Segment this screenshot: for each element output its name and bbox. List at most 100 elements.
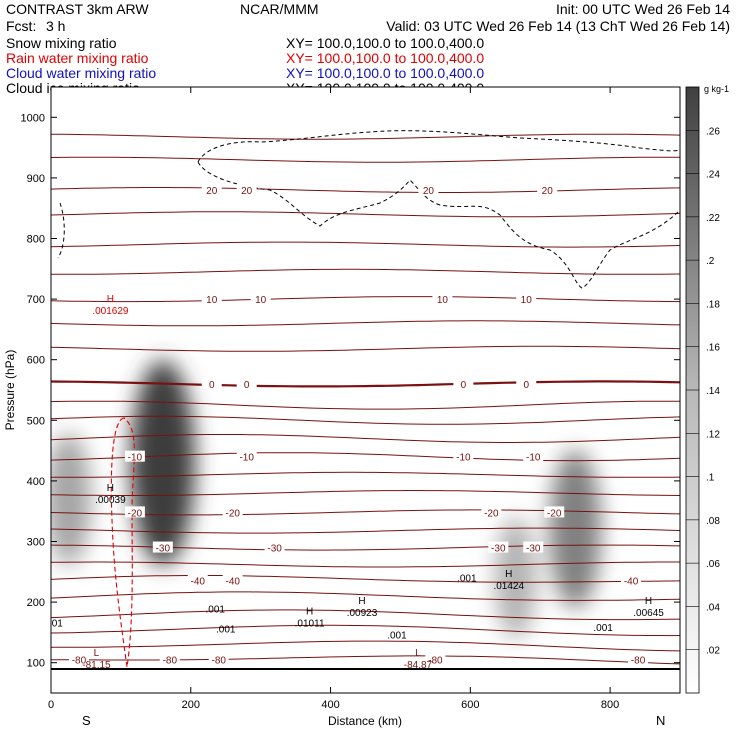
contour-label-bg	[250, 293, 271, 305]
init-time: Init: 00 UTC Wed 26 Feb 14	[556, 1, 730, 17]
temperature-contour-label: -30	[267, 544, 282, 555]
x-tick-label: 400	[321, 699, 339, 711]
temperature-contour-line	[51, 268, 680, 275]
temperature-contour-label: -80	[163, 656, 178, 667]
snow-shade-blob	[494, 516, 537, 639]
contour-label-bg	[523, 541, 544, 553]
temperature-contour-line	[51, 380, 680, 388]
temperature-contour-line	[51, 187, 680, 193]
extremum-symbol: L	[94, 648, 100, 659]
endpoint-north: N	[656, 713, 665, 728]
legend-cloud-water-name: Cloud water mixing ratio	[6, 65, 156, 81]
extremum-value: .00645	[633, 608, 664, 619]
temperature-contour-label: -80	[428, 656, 443, 667]
colorbar-tick-label: .1	[706, 473, 715, 484]
temperature-contour-line	[51, 400, 680, 410]
contour-label-bg	[264, 541, 285, 553]
colorbar-tick-label: .24	[706, 170, 720, 181]
temperature-contour-label: 20	[423, 186, 435, 197]
temperature-contour-label: -40	[191, 576, 206, 587]
colorbar-tick-label: .12	[706, 429, 720, 440]
contour-label-bg	[516, 377, 537, 389]
contour-label-bg	[201, 293, 222, 305]
contour-label-bg	[628, 653, 649, 665]
temperature-contour-label: -20	[128, 508, 143, 519]
temperature-contour-label: -20	[547, 508, 562, 519]
contour-label-bg	[425, 653, 446, 665]
temperature-contour-line	[51, 345, 680, 352]
temperature-contour-label: -10	[128, 453, 143, 464]
temperature-contour-label: 10	[521, 295, 533, 306]
snow-shade-blob	[549, 450, 602, 609]
y-axis-label: Pressure (hPa)	[3, 350, 17, 431]
ice-contour-label: .001	[216, 624, 236, 635]
temperature-contour-line	[51, 561, 680, 568]
temperature-contour-label: 0	[209, 380, 215, 391]
contour-label-bg	[201, 377, 222, 389]
contour-label-bg	[453, 377, 474, 389]
temperature-contour-label: -80	[631, 656, 646, 667]
title-center: NCAR/MMM	[240, 1, 319, 17]
colorbar-tick-label: .06	[706, 559, 720, 570]
legend-rain-name: Rain water mixing ratio	[6, 50, 149, 66]
endpoint-south: S	[82, 713, 91, 728]
contour-label-bg	[516, 293, 537, 305]
temperature-contour-label: -40	[624, 576, 639, 587]
x-tick-label: 600	[461, 699, 479, 711]
rain-water-contour	[110, 417, 135, 668]
extremum-symbol: H	[505, 569, 512, 580]
temperature-contour-line	[51, 527, 680, 534]
temperature-contour-label: 0	[244, 380, 250, 391]
temperature-contour-line	[51, 296, 680, 303]
contour-label-bg	[236, 377, 257, 389]
contour-label-bg	[187, 574, 208, 586]
temperature-contour-label: -40	[225, 576, 240, 587]
temperature-contour-label: -30	[526, 544, 541, 555]
temperature-contour-line	[51, 624, 680, 637]
contour-labels: -80 -80 -80 -80 -80 -40 -40 -40 -30 -30 -30 -30 -20 -…	[51, 184, 664, 671]
extremum-symbol: H	[358, 596, 365, 607]
contour-label-bg	[523, 450, 544, 462]
temperature-contour-line	[51, 241, 680, 248]
y-tick-label: 100	[27, 658, 45, 670]
temperature-contour-line	[51, 434, 680, 443]
contour-label-bg	[159, 653, 180, 665]
contour-label-bg	[68, 653, 89, 665]
contour-label-bg	[236, 450, 257, 462]
temperature-contour-line	[51, 211, 680, 218]
y-tick-label: 800	[27, 234, 45, 246]
forecast-value: 3 h	[46, 18, 65, 34]
contour-label-bg	[453, 450, 474, 462]
colorbar-tick-label: .22	[706, 213, 720, 224]
contour-label-bg	[621, 574, 642, 586]
colorbar-unit: g kg-1	[704, 84, 729, 94]
colorbar-tick-label: .16	[706, 343, 720, 354]
contour-label-bg	[124, 506, 145, 518]
temperature-contour-label: 20	[206, 186, 218, 197]
temperature-contour-label: -30	[491, 544, 506, 555]
temperature-contour-label: -80	[212, 656, 227, 667]
extremum-symbol: H	[306, 607, 313, 618]
temperature-contour-label: -80	[72, 656, 87, 667]
colorbar-tick-label: .08	[706, 516, 720, 527]
temperature-contour-line	[51, 655, 680, 665]
y-tick-label: 1000	[21, 112, 45, 124]
colorbar-tick-label: .26	[706, 126, 720, 137]
extremum-symbol: H	[107, 294, 114, 305]
extremum-value: .00923	[347, 608, 378, 619]
temperature-contour-label: -30	[156, 544, 171, 555]
legend-snow-name: Snow mixing ratio	[6, 35, 117, 51]
x-tick-label: 0	[48, 699, 54, 711]
temperature-contour-line	[51, 452, 680, 462]
contour-label-bg	[208, 653, 229, 665]
extremum-symbol: H	[107, 483, 114, 494]
temperature-contour-line	[51, 490, 680, 496]
temperature-contour-line	[51, 471, 680, 478]
temperature-contour-line	[51, 575, 680, 583]
colorbar-tick-label: .04	[706, 602, 720, 613]
legend-snow-xy: XY= 100.0,100.0 to 100.0,400.0	[286, 35, 484, 51]
cloud-ice-contour	[57, 130, 680, 289]
contour-label-bg	[222, 574, 243, 586]
x-axis-label: Distance (km)	[328, 714, 402, 728]
snow-shade-blob	[51, 432, 91, 566]
